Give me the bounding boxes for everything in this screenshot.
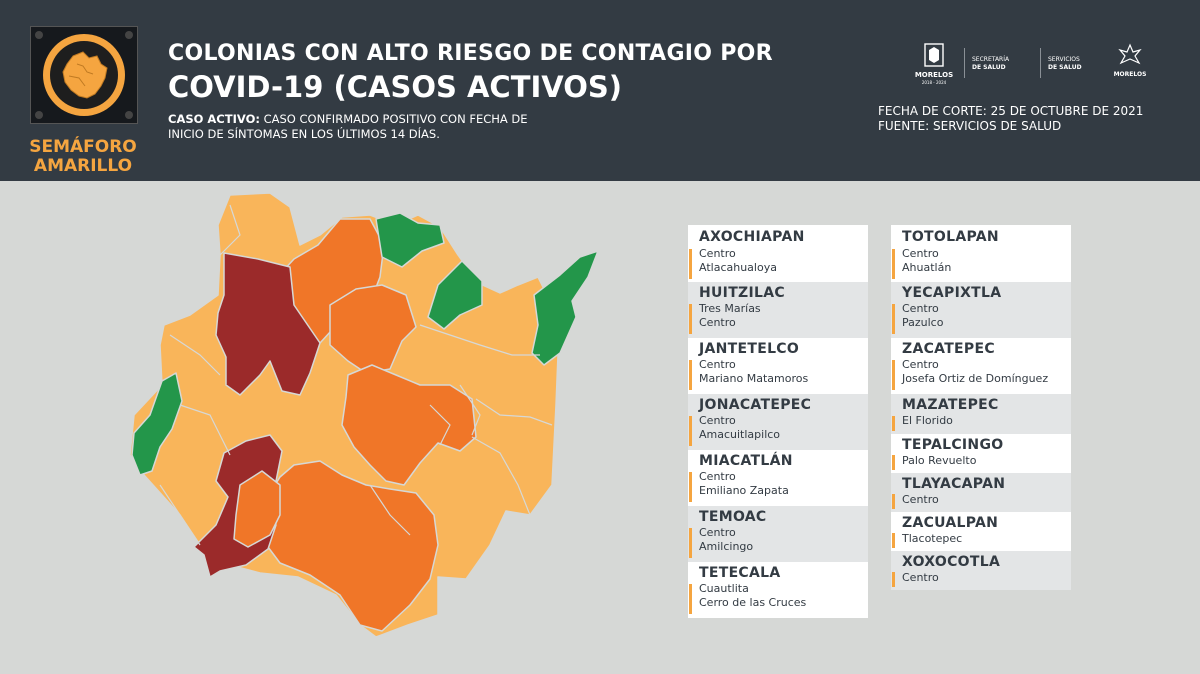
map-region [215, 252, 321, 396]
morelos-shield-icon [924, 43, 944, 67]
map-region [531, 250, 599, 366]
map-region [329, 284, 417, 374]
title-line-2: COVID-19 (CASOS ACTIVOS) [168, 70, 623, 104]
municipality-card: TOTOLAPAN Centro Ahuatlán [891, 225, 1071, 282]
municipality-card: TEPALCINGO Palo Revuelto [891, 434, 1071, 473]
cutoff-date: FECHA DE CORTE: 25 DE OCTUBRE DE 2021 [878, 104, 1144, 118]
traffic-light-disc [43, 34, 125, 116]
map-region [131, 372, 183, 476]
municipality-card: JANTETELCO Centro Mariano Matamoros [688, 338, 868, 394]
data-source: FUENTE: SERVICIOS DE SALUD [878, 119, 1062, 133]
municipality-card: HUITZILAC Tres Marías Centro [688, 282, 868, 338]
semaforo-label: SEMÁFORO AMARILLO [29, 137, 137, 176]
servicios-salud-logo: SERVICIOS DE SALUD [1048, 56, 1082, 71]
semaforo-badge [30, 26, 138, 124]
rivet-icon [35, 31, 43, 39]
municipality-card: MIACATLÁN Centro Emiliano Zapata [688, 450, 868, 506]
logos-bar: MORELOS 2018 - 2024 SECRETARÍA DE SALUD … [912, 42, 1152, 88]
morelos-map-icon [62, 51, 108, 99]
rivet-icon [125, 31, 133, 39]
municipality-card: ZACUALPAN Tlacotepec [891, 512, 1071, 551]
map-region [233, 470, 281, 548]
municipality-card: TETECALA Cuautlita Cerro de las Cruces [688, 562, 868, 618]
municipality-list-left: AXOCHIAPAN Centro Atlacahualoya HUITZILA… [688, 225, 868, 618]
municipality-card: YECAPIXTLA Centro Pazulco [891, 282, 1071, 338]
municipality-card: XOXOCOTLA Centro [891, 551, 1071, 590]
morelos-logo: MORELOS 2018 - 2024 [912, 42, 956, 87]
active-case-definition: CASO ACTIVO: CASO CONFIRMADO POSITIVO CO… [168, 112, 528, 141]
header-banner: SEMÁFORO AMARILLO COLONIAS CON ALTO RIES… [0, 0, 1200, 181]
map-region [427, 260, 483, 330]
rivet-icon [35, 111, 43, 119]
page-title: COLONIAS CON ALTO RIESGO DE CONTAGIO POR… [168, 40, 773, 104]
map-region [341, 364, 477, 486]
title-line-1: COLONIAS CON ALTO RIESGO DE CONTAGIO POR [168, 41, 773, 66]
rivet-icon [125, 111, 133, 119]
morelos-risk-map [129, 192, 599, 638]
municipality-card: MAZATEPEC El Florido [891, 394, 1071, 434]
map-region [375, 212, 445, 268]
municipality-card: TLAYACAPAN Centro [891, 473, 1071, 512]
municipality-card: JONACATEPEC Centro Amacuitlapilco [688, 394, 868, 450]
municipality-card: TEMOAC Centro Amilcingo [688, 506, 868, 562]
secretaria-salud-logo: SECRETARÍA DE SALUD [972, 56, 1010, 71]
municipality-card: AXOCHIAPAN Centro Atlacahualoya [688, 225, 868, 282]
municipality-card: ZACATEPEC Centro Josefa Ortiz de Domíngu… [891, 338, 1071, 394]
municipality-list-right: TOTOLAPAN Centro Ahuatlán YECAPIXTLA Cen… [891, 225, 1071, 590]
morelos-flower-logo: MORELOS [1108, 42, 1152, 79]
flower-icon [1118, 43, 1142, 65]
report-meta: FECHA DE CORTE: 25 DE OCTUBRE DE 2021 FU… [878, 104, 1143, 134]
